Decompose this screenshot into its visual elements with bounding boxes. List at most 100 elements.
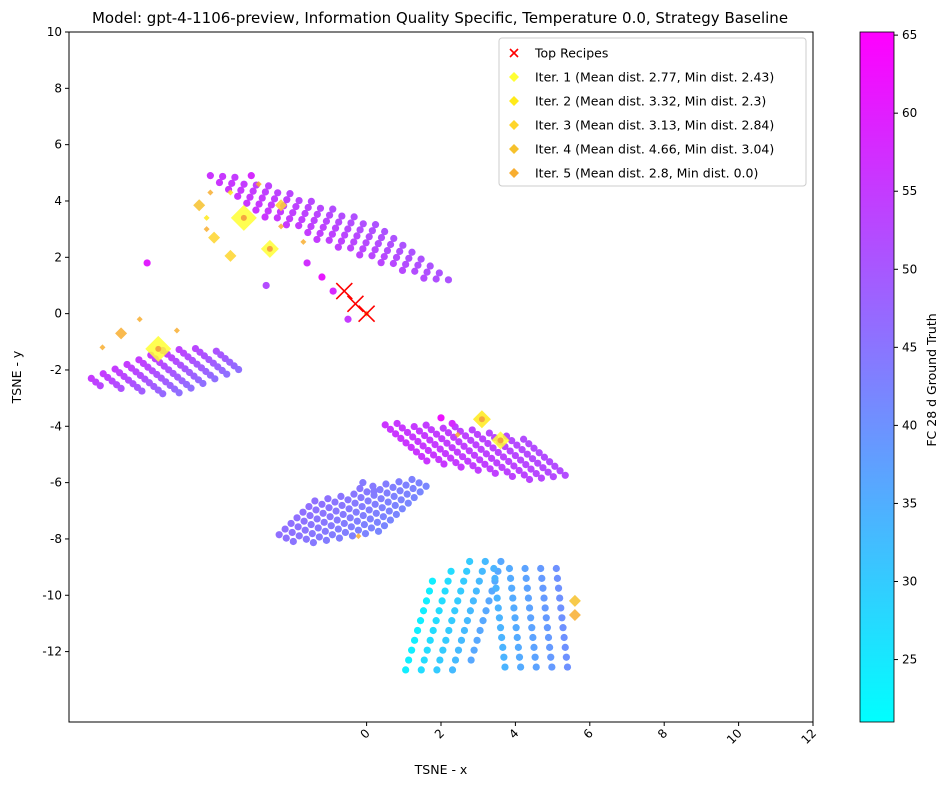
iteration-3-marker xyxy=(224,249,237,262)
data-point xyxy=(267,201,275,209)
data-point xyxy=(417,255,425,263)
data-point xyxy=(378,504,386,512)
data-point xyxy=(530,444,538,452)
data-point xyxy=(261,213,269,221)
data-point xyxy=(383,489,391,497)
data-point xyxy=(485,597,493,605)
data-point xyxy=(560,633,568,642)
data-point xyxy=(319,223,327,231)
data-point xyxy=(286,190,294,198)
data-point xyxy=(435,607,443,615)
data-point xyxy=(419,607,428,615)
data-point xyxy=(497,437,504,444)
data-point xyxy=(443,439,451,447)
data-point xyxy=(285,215,294,223)
legend-diamond-marker xyxy=(509,144,519,154)
legend-entry-label: Iter. 1 (Mean dist. 2.77, Min dist. 2.43… xyxy=(535,70,774,85)
iteration-5-marker xyxy=(136,316,143,323)
data-point xyxy=(341,528,349,537)
data-point xyxy=(541,604,549,612)
data-point xyxy=(448,419,456,428)
y-axis-label: TSNE - y xyxy=(9,350,24,404)
data-point xyxy=(528,624,536,632)
data-point xyxy=(558,614,566,622)
data-point xyxy=(447,454,455,462)
data-point xyxy=(532,470,540,478)
data-point xyxy=(298,215,306,224)
data-point xyxy=(523,450,531,458)
data-point xyxy=(487,454,496,462)
legend-diamond-marker xyxy=(509,96,519,106)
data-point xyxy=(486,465,494,473)
y-tick-label: 2 xyxy=(54,250,62,264)
data-point xyxy=(313,210,321,218)
data-point xyxy=(538,574,546,582)
data-point xyxy=(460,442,468,450)
data-point xyxy=(424,446,432,455)
data-point xyxy=(436,445,444,453)
data-point xyxy=(517,456,525,464)
data-point xyxy=(307,197,315,206)
iteration-3-marker xyxy=(275,199,288,212)
data-point xyxy=(362,239,370,247)
data-point xyxy=(299,508,307,516)
data-point xyxy=(96,382,104,390)
data-point xyxy=(386,240,395,249)
data-point xyxy=(505,564,514,573)
data-point xyxy=(542,614,550,622)
legend-x-marker xyxy=(509,48,519,58)
data-point xyxy=(293,514,301,522)
data-point xyxy=(470,646,478,654)
data-point xyxy=(402,260,410,268)
data-point xyxy=(429,626,437,635)
data-point xyxy=(460,626,469,635)
data-point xyxy=(474,466,482,474)
data-point xyxy=(273,214,281,222)
iteration-5-marker xyxy=(203,226,210,233)
colorbar-tick-label: 25 xyxy=(902,653,917,667)
data-point xyxy=(219,172,227,181)
data-point xyxy=(410,493,418,502)
data-point xyxy=(294,523,302,531)
data-point xyxy=(307,222,315,231)
data-point xyxy=(282,221,291,229)
data-point xyxy=(361,529,370,538)
data-point xyxy=(306,511,314,520)
data-point xyxy=(463,567,471,575)
data-point xyxy=(402,666,410,674)
data-point xyxy=(395,478,403,486)
data-point xyxy=(393,419,401,428)
data-point xyxy=(231,173,239,181)
data-point xyxy=(472,587,480,595)
x-axis-ticks: 0 2 4 6 8 10 12 xyxy=(357,722,819,747)
data-point xyxy=(537,564,545,573)
data-point xyxy=(360,520,368,529)
data-point xyxy=(288,528,296,537)
data-point xyxy=(262,281,270,290)
data-point xyxy=(373,518,381,526)
data-point xyxy=(493,594,501,602)
data-point xyxy=(276,208,285,216)
data-point xyxy=(345,505,353,513)
legend-diamond-marker xyxy=(509,72,519,82)
y-tick-label: -8 xyxy=(50,532,62,546)
data-point xyxy=(252,206,260,214)
iteration-5-marker xyxy=(99,344,106,351)
data-point xyxy=(264,207,272,215)
data-point xyxy=(473,430,482,439)
data-point xyxy=(420,274,428,282)
data-point xyxy=(295,532,303,540)
data-point xyxy=(527,614,535,622)
data-point xyxy=(408,646,416,654)
data-point xyxy=(311,497,319,505)
data-point xyxy=(423,268,431,276)
data-point xyxy=(357,493,365,502)
data-point xyxy=(492,584,500,592)
data-point xyxy=(417,666,425,674)
data-point xyxy=(283,196,291,204)
data-point xyxy=(563,663,572,671)
data-point xyxy=(324,495,332,503)
data-point xyxy=(549,473,557,481)
data-point xyxy=(421,431,429,440)
